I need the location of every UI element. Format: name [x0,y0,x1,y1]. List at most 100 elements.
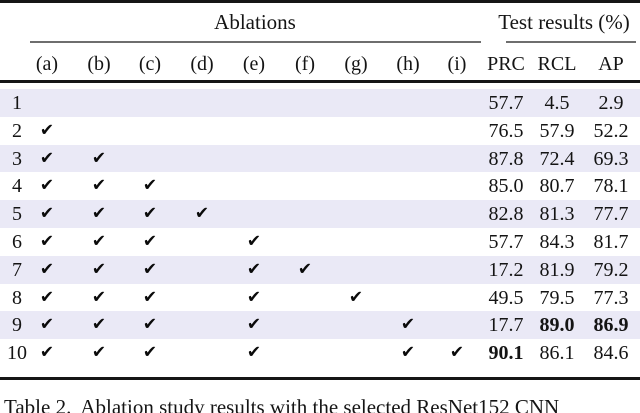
check-icon: ✔ [142,287,158,307]
check-icon: ✔ [39,120,55,141]
check-icon: ✔ [39,203,55,224]
row-number: 6 [12,230,22,253]
result-cell-rcl: 86.1 [539,342,575,365]
result-cell-prc: 82.8 [488,203,524,226]
check-icon: ✔ [39,314,55,335]
check-icon: ✔ [39,259,55,280]
result-cell-prc: 49.5 [488,286,524,309]
column-header-d: (d) [190,53,214,75]
check-icon: ✔ [142,175,158,196]
check-icon: ✔ [142,259,158,280]
check-icon: ✔ [91,314,107,335]
check-icon: ✔ [400,342,416,363]
result-cell-ap: 81.7 [593,230,629,253]
result-cell-ap: 78.1 [593,175,629,198]
column-header-RCL: RCL [537,53,577,75]
row-number: 10 [7,342,27,365]
group-header-ablations: Ablations [214,10,296,34]
column-header-i: (i) [447,53,467,75]
check-icon: ✔ [194,203,210,224]
row-number: 8 [12,286,22,309]
result-cell-prc: 87.8 [488,147,524,170]
table-row-band [0,255,640,284]
result-cell-ap: 2.9 [598,91,624,114]
check-icon: ✔ [348,287,364,307]
table-row-band [0,89,640,117]
result-cell-rcl: 80.7 [539,175,575,198]
check-icon: ✔ [142,314,158,335]
check-icon: ✔ [39,148,55,168]
check-icon: ✔ [297,259,313,280]
table-caption-label: Table 2. [4,395,72,413]
result-cell-ap: 84.6 [593,342,629,365]
check-icon: ✔ [142,342,158,363]
check-icon: ✔ [39,342,55,363]
check-icon: ✔ [91,148,107,168]
column-header-h: (h) [396,53,420,75]
row-number: 5 [12,203,22,226]
result-cell-prc: 85.0 [488,175,524,198]
row-number: 9 [12,314,22,337]
table-row-band [0,200,640,228]
check-icon: ✔ [91,203,107,224]
result-cell-ap: 77.7 [593,203,629,226]
check-icon: ✔ [91,342,107,363]
result-cell-rcl: 89.0 [539,314,575,337]
row-number: 3 [12,147,22,170]
column-header-c: (c) [138,53,162,75]
row-number: 7 [12,258,22,281]
check-icon: ✔ [246,342,262,363]
check-icon: ✔ [91,287,107,307]
check-icon: ✔ [39,287,55,307]
result-cell-ap: 69.3 [593,147,629,170]
column-header-a: (a) [35,53,59,75]
result-cell-ap: 86.9 [593,314,629,337]
result-cell-prc: 57.7 [488,230,524,253]
row-number: 1 [12,91,22,114]
result-cell-ap: 52.2 [593,119,629,142]
row-number: 4 [12,175,22,198]
table-caption-text: Ablation study results with the selected… [80,395,560,413]
result-cell-ap: 77.3 [593,286,629,309]
column-header-b: (b) [87,53,111,75]
result-cell-prc: 57.7 [488,91,524,114]
check-icon: ✔ [400,314,416,335]
check-icon: ✔ [246,287,262,307]
check-icon: ✔ [449,342,465,363]
result-cell-rcl: 81.9 [539,258,575,281]
result-cell-prc: 17.2 [488,258,524,281]
check-icon: ✔ [91,259,107,280]
row-number: 2 [12,119,22,142]
column-header-AP: AP [598,53,624,75]
check-icon: ✔ [91,175,107,196]
check-icon: ✔ [39,231,55,252]
test-results-underline-rule [506,41,636,43]
ablations-underline-rule [30,41,481,43]
result-cell-prc: 90.1 [488,342,524,365]
column-header-e: (e) [242,53,266,75]
table-bottom-rule [0,377,640,380]
check-icon: ✔ [142,231,158,252]
column-header-f: (f) [295,53,315,75]
result-cell-rcl: 79.5 [539,286,575,309]
check-icon: ✔ [39,175,55,196]
result-cell-prc: 17.7 [488,314,524,337]
table-top-rule [0,0,640,3]
check-icon: ✔ [91,231,107,252]
table-row-band [0,311,640,340]
result-cell-rcl: 84.3 [539,230,575,253]
check-icon: ✔ [246,231,262,252]
table-row-band [0,144,640,173]
header-separator-rule [0,80,640,83]
result-cell-rcl: 81.3 [539,203,575,226]
result-cell-rcl: 72.4 [539,147,575,170]
table-caption: Table 2. Ablation study results with the … [4,394,640,413]
result-cell-prc: 76.5 [488,119,524,142]
result-cell-rcl: 57.9 [539,119,575,142]
group-header-test-results: Test results (%) [498,10,630,34]
check-icon: ✔ [246,314,262,335]
check-icon: ✔ [246,259,262,280]
result-cell-ap: 79.2 [593,258,629,281]
column-header-g: (g) [344,53,368,75]
